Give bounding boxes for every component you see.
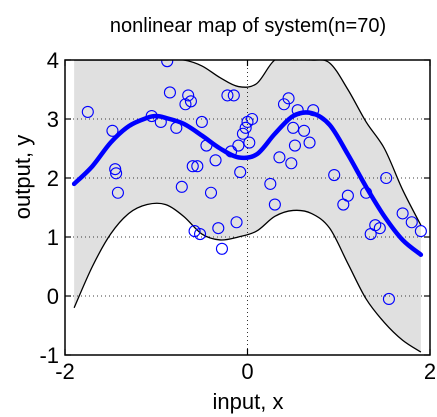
plot-area bbox=[64, 59, 431, 356]
band-upper-edge bbox=[74, 60, 422, 226]
data-point bbox=[221, 89, 234, 102]
data-point bbox=[380, 171, 393, 185]
data-point bbox=[396, 207, 409, 220]
tick-labels: -2 0 2 -1 0 1 2 3 4 bbox=[39, 48, 436, 384]
data-point bbox=[182, 89, 195, 102]
data-point bbox=[111, 186, 124, 199]
y-tick-label: 2 bbox=[47, 166, 59, 191]
data-point bbox=[246, 112, 259, 126]
fit-line bbox=[71, 110, 424, 257]
band-lower-edge bbox=[73, 202, 422, 353]
data-point bbox=[81, 105, 94, 118]
data-point bbox=[175, 180, 188, 193]
y-tick-label: 3 bbox=[47, 107, 59, 132]
data-point bbox=[163, 86, 176, 99]
data-point bbox=[328, 169, 341, 182]
data-point bbox=[225, 145, 238, 158]
y-tick-label: 1 bbox=[47, 225, 59, 250]
data-point bbox=[204, 186, 218, 199]
y-tick-label: 4 bbox=[47, 48, 59, 73]
data-point bbox=[145, 110, 158, 123]
data-point bbox=[200, 139, 213, 152]
data-point bbox=[194, 228, 207, 241]
data-point bbox=[230, 216, 243, 229]
data-point bbox=[273, 151, 286, 164]
x-tick-label: 0 bbox=[241, 359, 253, 384]
data-point bbox=[264, 177, 277, 190]
x-tick-label: 2 bbox=[424, 359, 436, 384]
data-point bbox=[154, 115, 167, 128]
data-point bbox=[232, 139, 245, 152]
data-point bbox=[161, 60, 174, 68]
data-point bbox=[106, 124, 119, 137]
data-point bbox=[360, 186, 373, 199]
x-axis-label: input, x bbox=[213, 389, 284, 414]
data-point bbox=[298, 124, 311, 137]
data-point bbox=[109, 163, 122, 176]
data-point bbox=[307, 104, 320, 117]
data-point bbox=[234, 166, 247, 179]
data-point bbox=[239, 121, 252, 134]
data-point bbox=[285, 157, 298, 170]
data-point bbox=[236, 127, 249, 140]
data-point bbox=[373, 222, 386, 235]
data-point bbox=[184, 95, 197, 108]
data-point bbox=[243, 136, 256, 149]
data-point bbox=[341, 189, 354, 202]
data-point bbox=[195, 115, 208, 128]
data-point bbox=[405, 216, 418, 229]
chart-title: nonlinear map of system(n=70) bbox=[110, 15, 386, 37]
data-point bbox=[382, 292, 395, 306]
x-tick-label: -2 bbox=[55, 359, 75, 384]
data-point bbox=[209, 154, 222, 167]
data-point bbox=[186, 160, 199, 173]
data-point bbox=[170, 121, 183, 134]
data-point bbox=[268, 198, 281, 211]
data-point bbox=[287, 121, 300, 134]
data-point bbox=[212, 222, 225, 235]
data-point bbox=[291, 104, 304, 117]
data-point bbox=[191, 160, 204, 173]
data-point bbox=[215, 242, 228, 255]
data-point bbox=[227, 89, 240, 102]
y-axis-label: output, y bbox=[10, 135, 35, 219]
plot-contents bbox=[65, 60, 430, 355]
data-point bbox=[414, 225, 427, 238]
y-tick-label: -1 bbox=[39, 343, 59, 368]
data-point bbox=[303, 136, 316, 149]
data-point bbox=[282, 92, 295, 105]
y-tick-label: 0 bbox=[47, 284, 59, 309]
data-point bbox=[288, 139, 302, 152]
data-point bbox=[110, 167, 123, 180]
